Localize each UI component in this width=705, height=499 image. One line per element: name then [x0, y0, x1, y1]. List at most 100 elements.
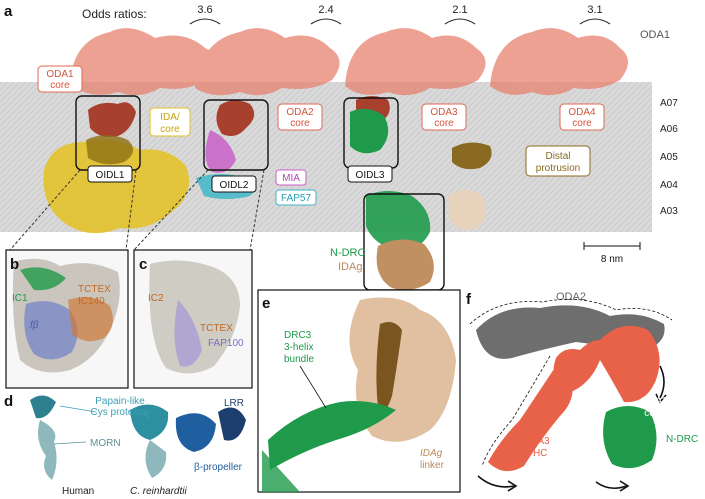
- panel-e-ndrc-density: [262, 450, 300, 492]
- panel-b-tctex-density: [68, 297, 113, 342]
- odds-value-3: 2.1: [452, 4, 467, 16]
- oda2-core-line1: ODA2: [286, 107, 314, 118]
- human-label: Human: [62, 486, 94, 497]
- oidl2-label: OIDL2: [211, 175, 257, 193]
- panel-b-ic140-label: IC140: [78, 296, 105, 307]
- oda2-head: [195, 28, 340, 96]
- ida-core-line1: IDA/: [160, 112, 180, 123]
- mia-text: MIA: [282, 173, 300, 184]
- connector-c-right: [249, 169, 265, 251]
- row-label-a07: A07: [660, 98, 678, 109]
- oidl3-density: [350, 108, 389, 154]
- oda3-core-line2: core: [644, 408, 664, 419]
- oda1-core-density: [88, 102, 136, 137]
- oda3-head: [345, 28, 486, 96]
- mia-label: MIA: [275, 169, 307, 186]
- row-label-a04: A04: [660, 180, 678, 191]
- odds-ratio-1: 3.6: [189, 4, 221, 25]
- arrowhead-icon: [619, 480, 630, 492]
- drc3-line1: DRC3: [284, 330, 312, 341]
- papain-leader-chlamy: [141, 411, 151, 421]
- panel-c-density: [149, 260, 240, 374]
- panel-e-linker-helix: [376, 322, 402, 412]
- idag-density: [376, 239, 434, 290]
- ndrc-label-f: N-DRC: [666, 434, 698, 445]
- ida-density: [43, 139, 190, 234]
- chlamy-label: C. reinhardtii: [130, 486, 187, 497]
- oidl3-text: OIDL3: [356, 170, 385, 181]
- panel-b-letter: b: [10, 256, 19, 273]
- distal-protrusion-density: [452, 142, 492, 170]
- oda3-outline-dashed: [481, 355, 551, 467]
- panel-b: b IC1 TCTEX IC140 fβ: [5, 249, 129, 389]
- oidl2-text: OIDL2: [220, 180, 249, 191]
- rotation-arrow-icon: [659, 365, 665, 399]
- idag-label: IDAg: [338, 261, 362, 273]
- panel-b-ic1-label: IC1: [12, 293, 28, 304]
- odds-value-1: 3.6: [197, 4, 212, 16]
- oda1-right-label: ODA1: [640, 29, 670, 41]
- odds-value-4: 3.1: [587, 4, 602, 16]
- oidl1-density: [86, 135, 134, 165]
- fap57-text: FAP57: [281, 193, 311, 204]
- connector-c-left: [133, 169, 209, 251]
- connector-b-right: [125, 169, 137, 251]
- papain-line2: Cys protease: [91, 407, 150, 418]
- ida-core-label: IDA/ core: [149, 107, 191, 137]
- curved-double-arrow-icon: [579, 18, 611, 25]
- odds-ratio-4: 3.1: [579, 4, 611, 25]
- idag-linker-line1: IDAg: [420, 448, 443, 459]
- drc3-leader: [299, 365, 327, 409]
- panel-f-letter: f: [466, 291, 472, 308]
- panel-c-letter: c: [139, 256, 147, 273]
- ndrc-density-f: [603, 406, 657, 469]
- morn-leader: [53, 441, 87, 445]
- chlamy-lrr-domain: [218, 407, 246, 441]
- oda3-core-line2: core: [434, 118, 454, 129]
- oda3-hc-line2: γ-HC: [525, 448, 548, 459]
- odds-ratios-title: Odds ratios:: [82, 7, 147, 21]
- oda3-hc-density: [488, 360, 573, 472]
- chlamy-morn-domain: [145, 440, 167, 478]
- oda-heads: [70, 28, 628, 96]
- idag-linker-line2: linker: [420, 460, 445, 471]
- mia-density: [205, 130, 236, 173]
- panel-a-letter: a: [4, 3, 13, 20]
- ndrc-label: N-DRC: [330, 247, 365, 259]
- human-morn-domain: [38, 420, 57, 480]
- scale-bar-label: 8 nm: [601, 254, 623, 265]
- idag-outline-density: [448, 190, 487, 230]
- oda1-core-line1: ODA1: [46, 69, 74, 80]
- oda3-core-density: [553, 325, 660, 403]
- panel-c-fap100-density: [174, 300, 202, 367]
- panel-a: a Odds ratios: 3.6 2.4 2.1 3.1 ODA: [0, 3, 678, 301]
- panel-c: c IC2 TCTEX FAP100: [133, 249, 253, 389]
- oda2-outline-dashed: [469, 298, 673, 325]
- beta-propeller-label: β-propeller: [194, 462, 243, 473]
- morn-label: MORN: [90, 438, 121, 449]
- distal-line1: Distal: [545, 151, 570, 162]
- oda4-head: [490, 28, 628, 96]
- panel-b-tctex-label: TCTEX: [78, 284, 111, 295]
- oda3-core-line1: ODA3: [640, 396, 668, 407]
- curved-double-arrow-icon: [444, 18, 476, 25]
- panel-b-beta-density: [24, 301, 78, 360]
- oidl3-label: OIDL3: [347, 165, 393, 183]
- curved-double-arrow-icon: [189, 18, 221, 25]
- panel-e: e DRC3 3-helix bundle IDAg linker: [257, 289, 461, 493]
- rotation-arrow-icon: [477, 475, 515, 488]
- fap57-label: FAP57: [275, 189, 317, 206]
- panel-e-drc3-bundle: [268, 401, 396, 470]
- oda1-core-label: ODA1 core: [37, 65, 83, 93]
- row-label-a06: A06: [660, 124, 678, 135]
- panel-c-ic2-label: IC2: [148, 293, 164, 304]
- oda3-core-line1: ODA3: [430, 107, 458, 118]
- oda3-core-label: ODA3 core: [421, 103, 467, 131]
- panel-c-fap100-label: FAP100: [208, 338, 244, 349]
- chlamy-protease-domain: [130, 404, 169, 440]
- oda1-core-line2: core: [50, 80, 70, 91]
- papain-leader-human: [59, 405, 97, 413]
- scale-bar: 8 nm: [583, 242, 641, 265]
- odds-ratio-2: 2.4: [310, 4, 342, 25]
